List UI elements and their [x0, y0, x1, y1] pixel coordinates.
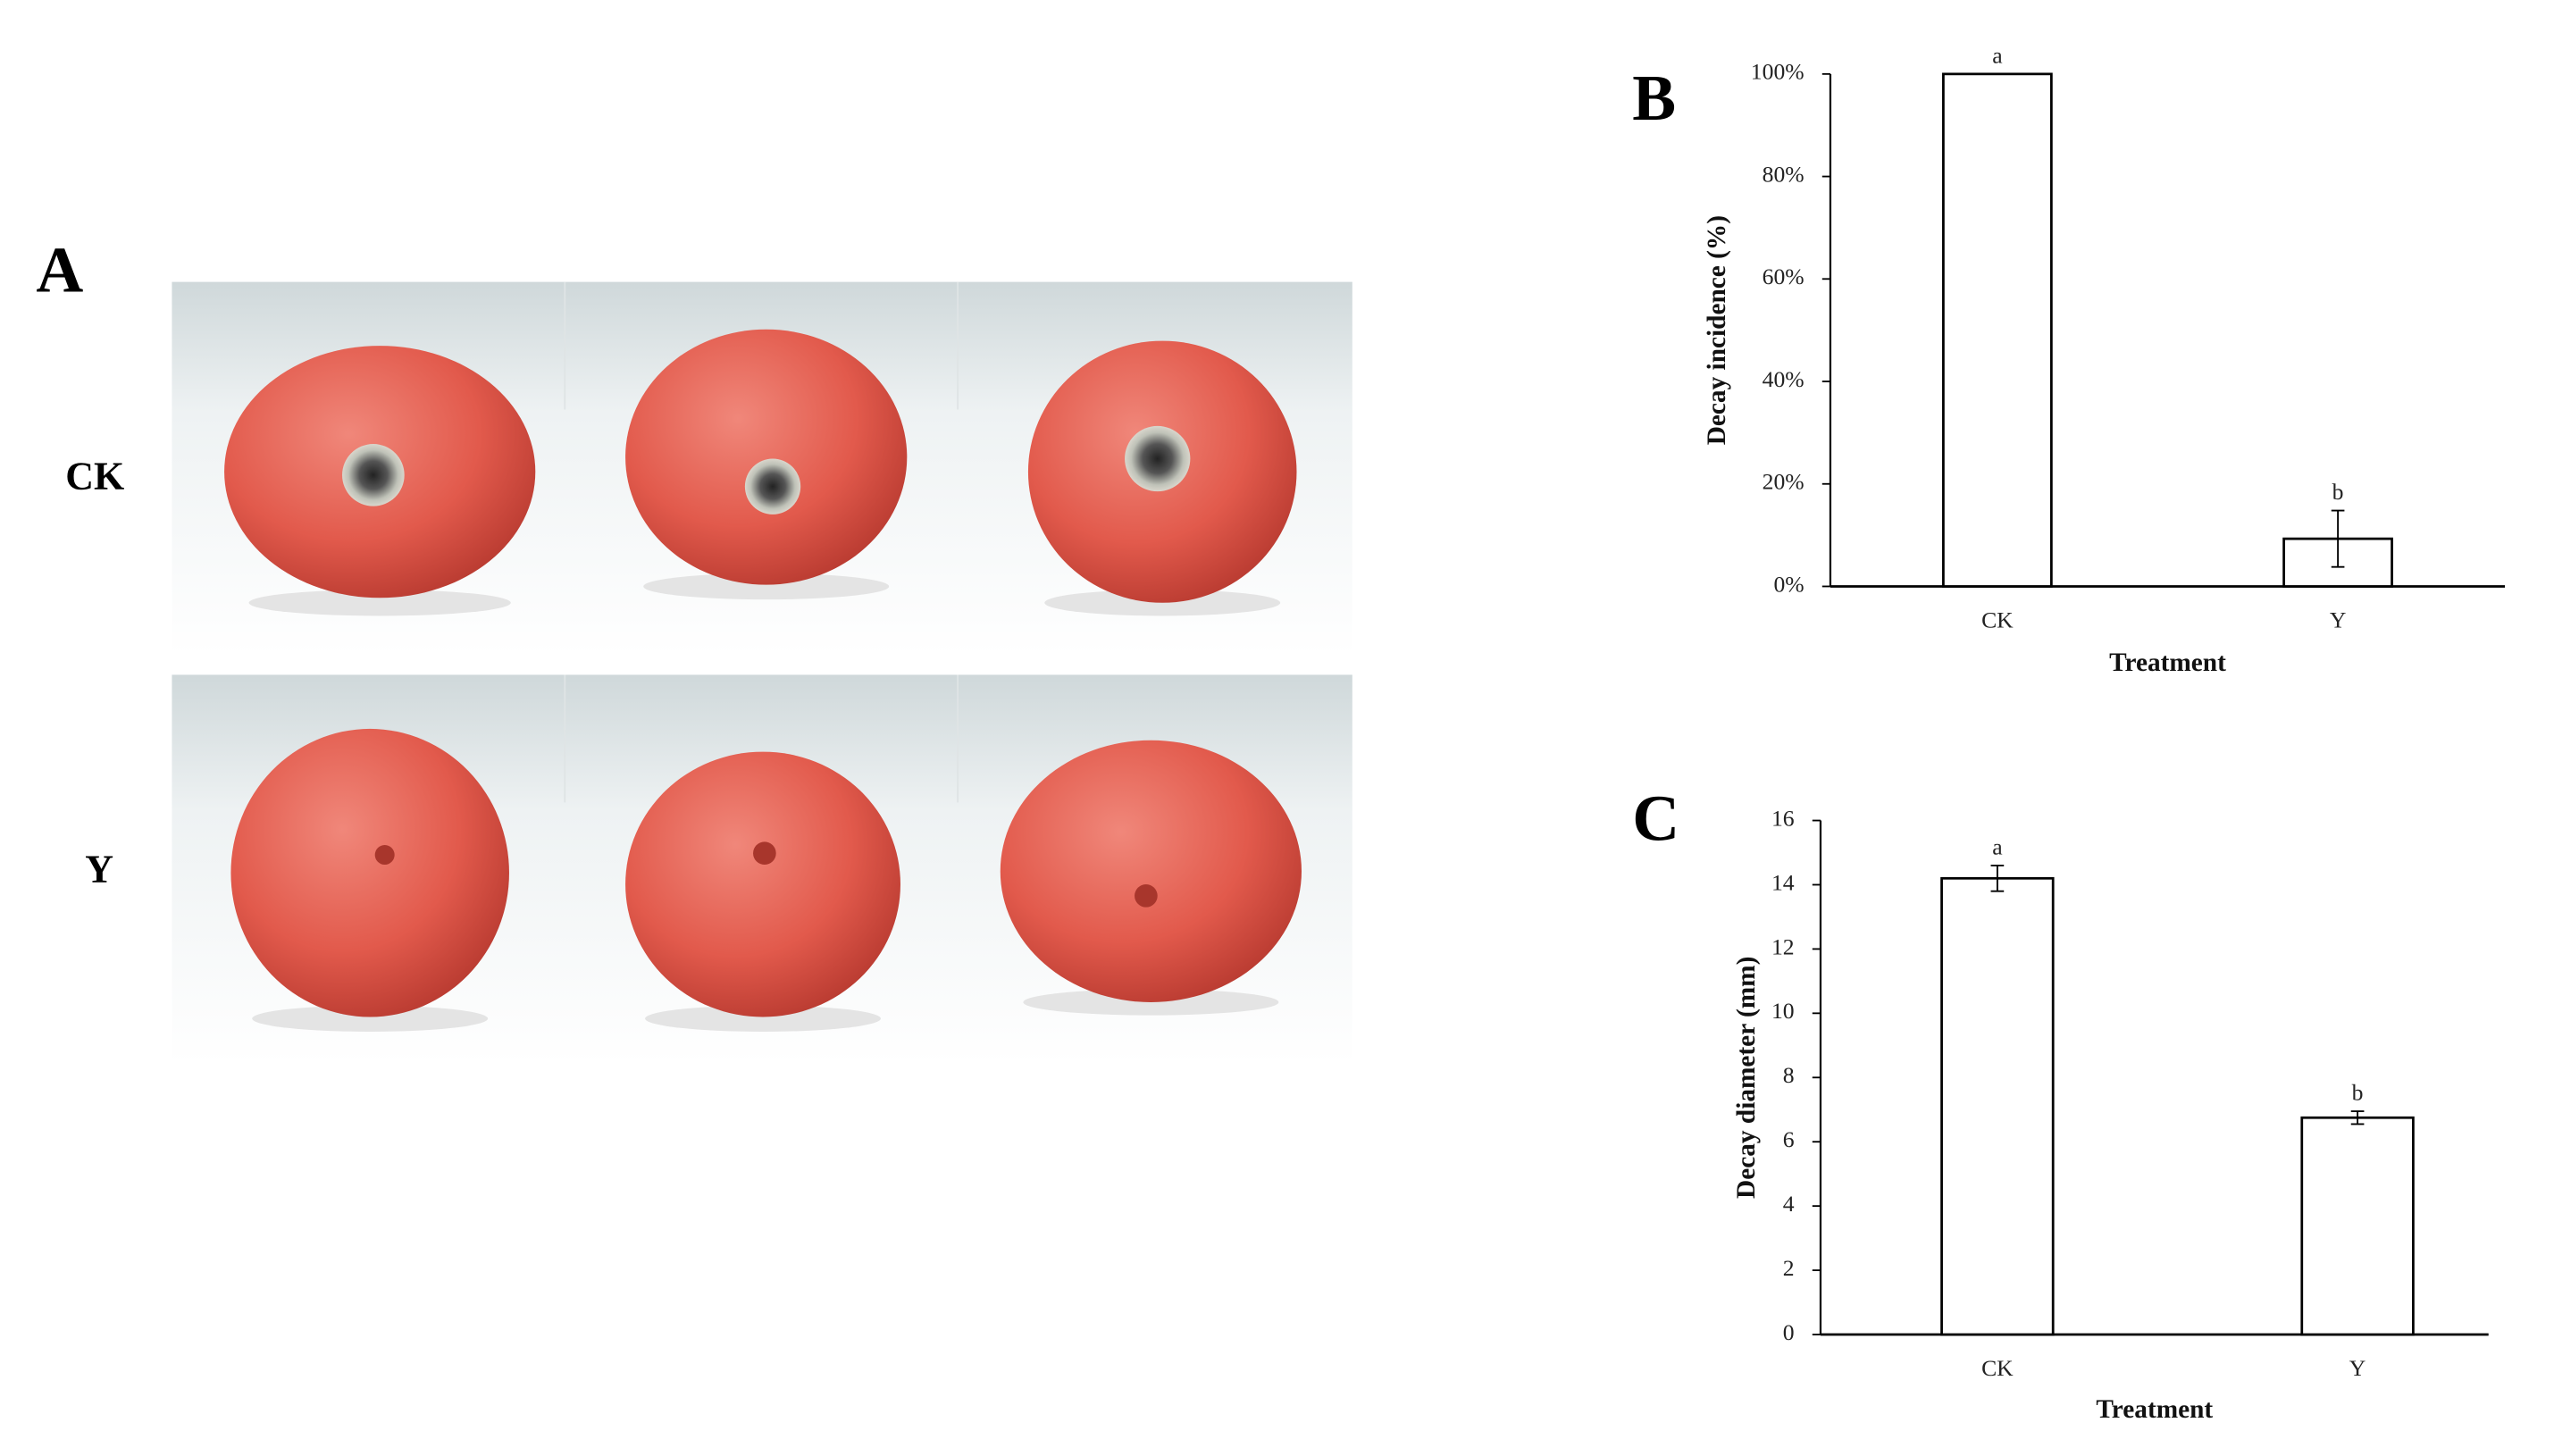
mold-spot — [342, 444, 405, 506]
x-tick-label: Y — [2349, 1355, 2366, 1381]
tomato — [625, 751, 900, 1017]
x-axis-title: Treatment — [2096, 1395, 2213, 1424]
y-tick-label: 6 — [1783, 1126, 1795, 1152]
panel-label: C — [1632, 782, 1679, 855]
photo-grid — [172, 281, 1352, 1065]
y-axis-title: Decay incidence (%) — [1703, 215, 1731, 445]
y-tick-label: 20% — [1763, 469, 1805, 495]
y-tick-label: 0% — [1773, 571, 1804, 597]
y-tick-label: 2 — [1783, 1255, 1795, 1281]
row-label: Y — [85, 847, 113, 891]
x-tick-label: CK — [1981, 1355, 2014, 1381]
shadow — [252, 1005, 489, 1032]
mold-spot — [744, 458, 801, 515]
bar — [1942, 72, 2053, 588]
significance-label: b — [2332, 479, 2344, 505]
error-bar — [2331, 509, 2345, 568]
tomato — [230, 728, 509, 1017]
row-label: CK — [65, 454, 124, 498]
y-tick-label: 0 — [1783, 1319, 1795, 1345]
shadow — [643, 573, 890, 600]
bar — [2300, 1116, 2415, 1336]
x-tick-label: CK — [1981, 607, 2014, 633]
x-tick-label: Y — [2330, 607, 2347, 633]
mold-spot — [1125, 425, 1191, 492]
error-bar — [2350, 1110, 2365, 1125]
tomato — [1000, 740, 1302, 1002]
shadow — [1044, 590, 1281, 616]
wound — [1135, 884, 1158, 908]
y-tick-label: 4 — [1783, 1191, 1795, 1217]
error-bar — [1990, 864, 2005, 892]
panel-label: A — [36, 234, 83, 306]
y-axis-title: Decay diameter (mm) — [1732, 957, 1761, 1199]
panel-label: B — [1632, 62, 1676, 134]
y-tick-label: 8 — [1783, 1062, 1795, 1088]
y-tick-label: 40% — [1763, 366, 1805, 392]
y-tick-label: 12 — [1771, 933, 1795, 959]
significance-label: a — [1992, 833, 2003, 859]
bar — [1940, 876, 2055, 1336]
tomato — [625, 329, 908, 585]
significance-label: a — [1992, 42, 2003, 68]
shadow — [645, 1005, 881, 1032]
y-tick-label: 60% — [1763, 264, 1805, 289]
wound — [753, 841, 776, 866]
shadow — [248, 590, 511, 616]
y-tick-label: 14 — [1771, 869, 1795, 895]
wound — [374, 845, 395, 866]
y-tick-label: 100% — [1751, 59, 1805, 85]
y-tick-label: 80% — [1763, 161, 1805, 187]
y-tick-label: 10 — [1771, 998, 1795, 1024]
significance-label: b — [2352, 1080, 2364, 1106]
x-axis-title: Treatment — [2109, 649, 2226, 677]
y-tick-label: 16 — [1771, 805, 1795, 831]
